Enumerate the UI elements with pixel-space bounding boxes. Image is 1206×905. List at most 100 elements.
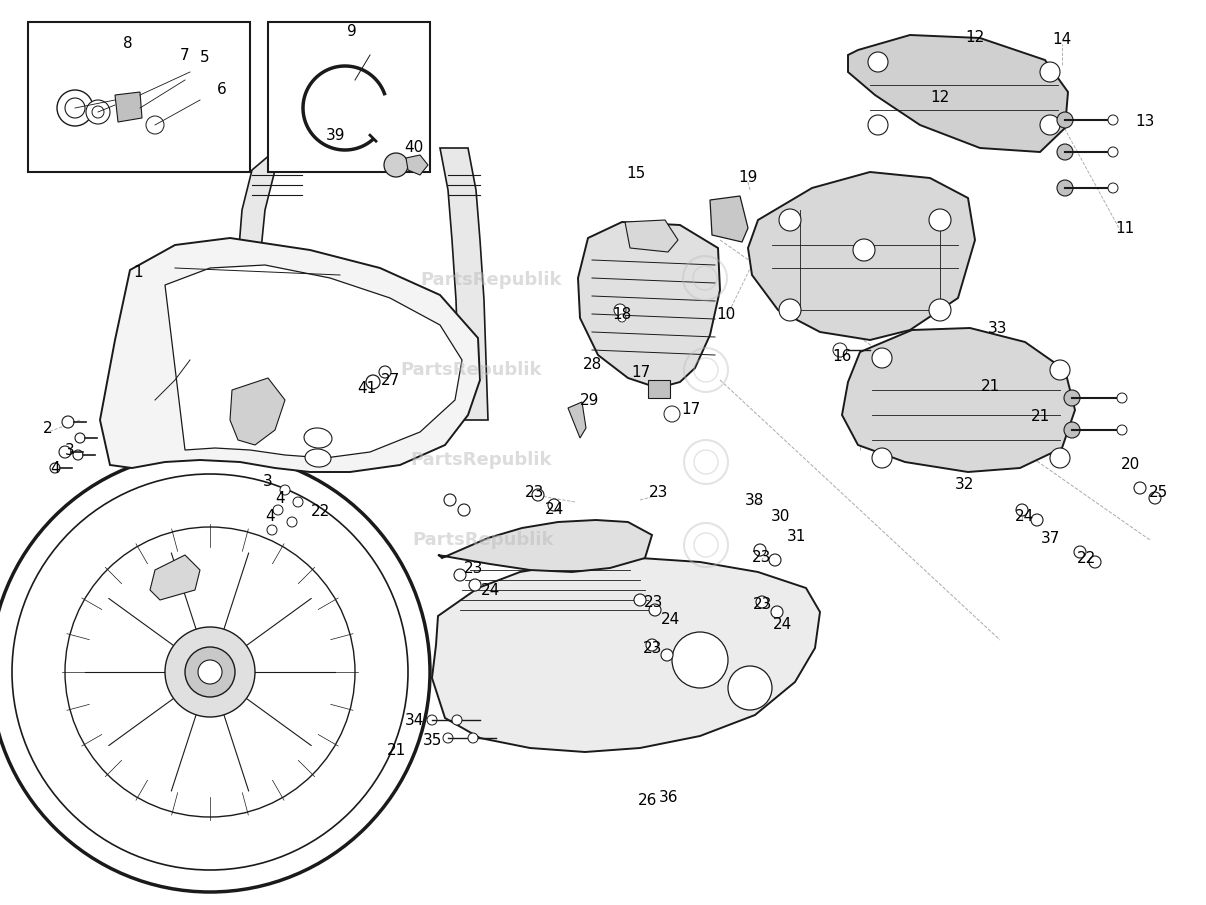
Text: 12: 12 — [930, 90, 949, 104]
Ellipse shape — [304, 428, 332, 448]
Polygon shape — [406, 155, 428, 175]
Text: 4: 4 — [51, 461, 60, 475]
Text: 17: 17 — [681, 402, 701, 416]
Circle shape — [198, 660, 222, 684]
Text: 11: 11 — [1116, 221, 1135, 235]
Text: 8: 8 — [123, 36, 133, 52]
Circle shape — [1108, 115, 1118, 125]
Circle shape — [75, 433, 84, 443]
Circle shape — [453, 569, 466, 581]
Text: 23: 23 — [644, 595, 663, 609]
Polygon shape — [115, 92, 142, 122]
Polygon shape — [232, 148, 302, 420]
Circle shape — [1149, 492, 1161, 504]
Text: 17: 17 — [632, 365, 650, 379]
Circle shape — [267, 525, 277, 535]
Circle shape — [468, 733, 478, 743]
Circle shape — [754, 544, 766, 556]
Text: 40: 40 — [404, 140, 423, 156]
Text: PartsRepublik: PartsRepublik — [410, 451, 551, 469]
Circle shape — [661, 649, 673, 661]
Polygon shape — [165, 265, 462, 458]
Text: 30: 30 — [771, 509, 790, 523]
Text: 41: 41 — [357, 380, 376, 395]
Text: 19: 19 — [738, 170, 757, 186]
Text: 6: 6 — [217, 82, 227, 98]
Polygon shape — [230, 378, 285, 445]
Circle shape — [929, 299, 952, 321]
Polygon shape — [748, 172, 974, 340]
Circle shape — [853, 239, 876, 261]
Polygon shape — [842, 328, 1075, 472]
Polygon shape — [100, 238, 480, 472]
Circle shape — [665, 406, 680, 422]
Circle shape — [646, 639, 658, 651]
Circle shape — [427, 715, 437, 725]
Circle shape — [672, 632, 728, 688]
Text: 5: 5 — [200, 51, 210, 65]
Text: 24: 24 — [480, 583, 499, 597]
Circle shape — [1117, 393, 1126, 403]
Text: 9: 9 — [347, 24, 357, 40]
Text: 23: 23 — [753, 549, 772, 565]
Circle shape — [532, 489, 544, 501]
Circle shape — [384, 153, 408, 177]
Text: 23: 23 — [526, 484, 545, 500]
Text: 16: 16 — [832, 348, 851, 364]
Bar — [268, 22, 431, 172]
Circle shape — [365, 375, 380, 389]
Text: 1: 1 — [133, 264, 142, 280]
Circle shape — [444, 494, 456, 506]
Text: 22: 22 — [1077, 550, 1095, 566]
Circle shape — [146, 116, 164, 134]
Text: 33: 33 — [988, 320, 1008, 336]
Circle shape — [779, 209, 801, 231]
Text: 32: 32 — [955, 477, 974, 491]
Polygon shape — [710, 196, 748, 242]
Circle shape — [452, 715, 462, 725]
Circle shape — [756, 596, 768, 608]
Polygon shape — [625, 220, 678, 252]
Circle shape — [868, 52, 888, 72]
Text: PartsRepublik: PartsRepublik — [400, 361, 541, 379]
Ellipse shape — [305, 449, 330, 467]
Circle shape — [59, 446, 71, 458]
Circle shape — [1064, 422, 1081, 438]
Circle shape — [62, 416, 74, 428]
Text: 3: 3 — [263, 473, 273, 489]
Circle shape — [74, 450, 83, 460]
Text: 10: 10 — [716, 307, 736, 321]
Text: 15: 15 — [626, 166, 645, 180]
Circle shape — [929, 209, 952, 231]
Polygon shape — [432, 558, 820, 752]
Circle shape — [634, 594, 646, 606]
Text: 2: 2 — [43, 421, 53, 435]
Circle shape — [1056, 144, 1073, 160]
Circle shape — [1050, 448, 1070, 468]
Text: 31: 31 — [786, 529, 806, 544]
Bar — [648, 380, 671, 398]
Circle shape — [872, 348, 892, 368]
Text: 3: 3 — [65, 443, 75, 458]
Text: 35: 35 — [422, 732, 441, 748]
Text: 23: 23 — [754, 596, 773, 612]
Polygon shape — [440, 148, 488, 420]
Circle shape — [1108, 183, 1118, 193]
Text: 21: 21 — [1030, 408, 1049, 424]
Text: 4: 4 — [275, 491, 285, 506]
Text: 23: 23 — [464, 560, 484, 576]
Text: 23: 23 — [643, 641, 662, 655]
Polygon shape — [150, 555, 200, 600]
Circle shape — [458, 504, 470, 516]
Circle shape — [273, 505, 283, 515]
Text: 25: 25 — [1148, 484, 1167, 500]
Circle shape — [1075, 546, 1085, 558]
Circle shape — [280, 485, 289, 495]
Circle shape — [649, 604, 661, 616]
Circle shape — [1031, 514, 1043, 526]
Text: 13: 13 — [1135, 115, 1154, 129]
Text: 37: 37 — [1041, 530, 1060, 546]
Circle shape — [779, 299, 801, 321]
Circle shape — [379, 366, 391, 378]
Circle shape — [1108, 147, 1118, 157]
